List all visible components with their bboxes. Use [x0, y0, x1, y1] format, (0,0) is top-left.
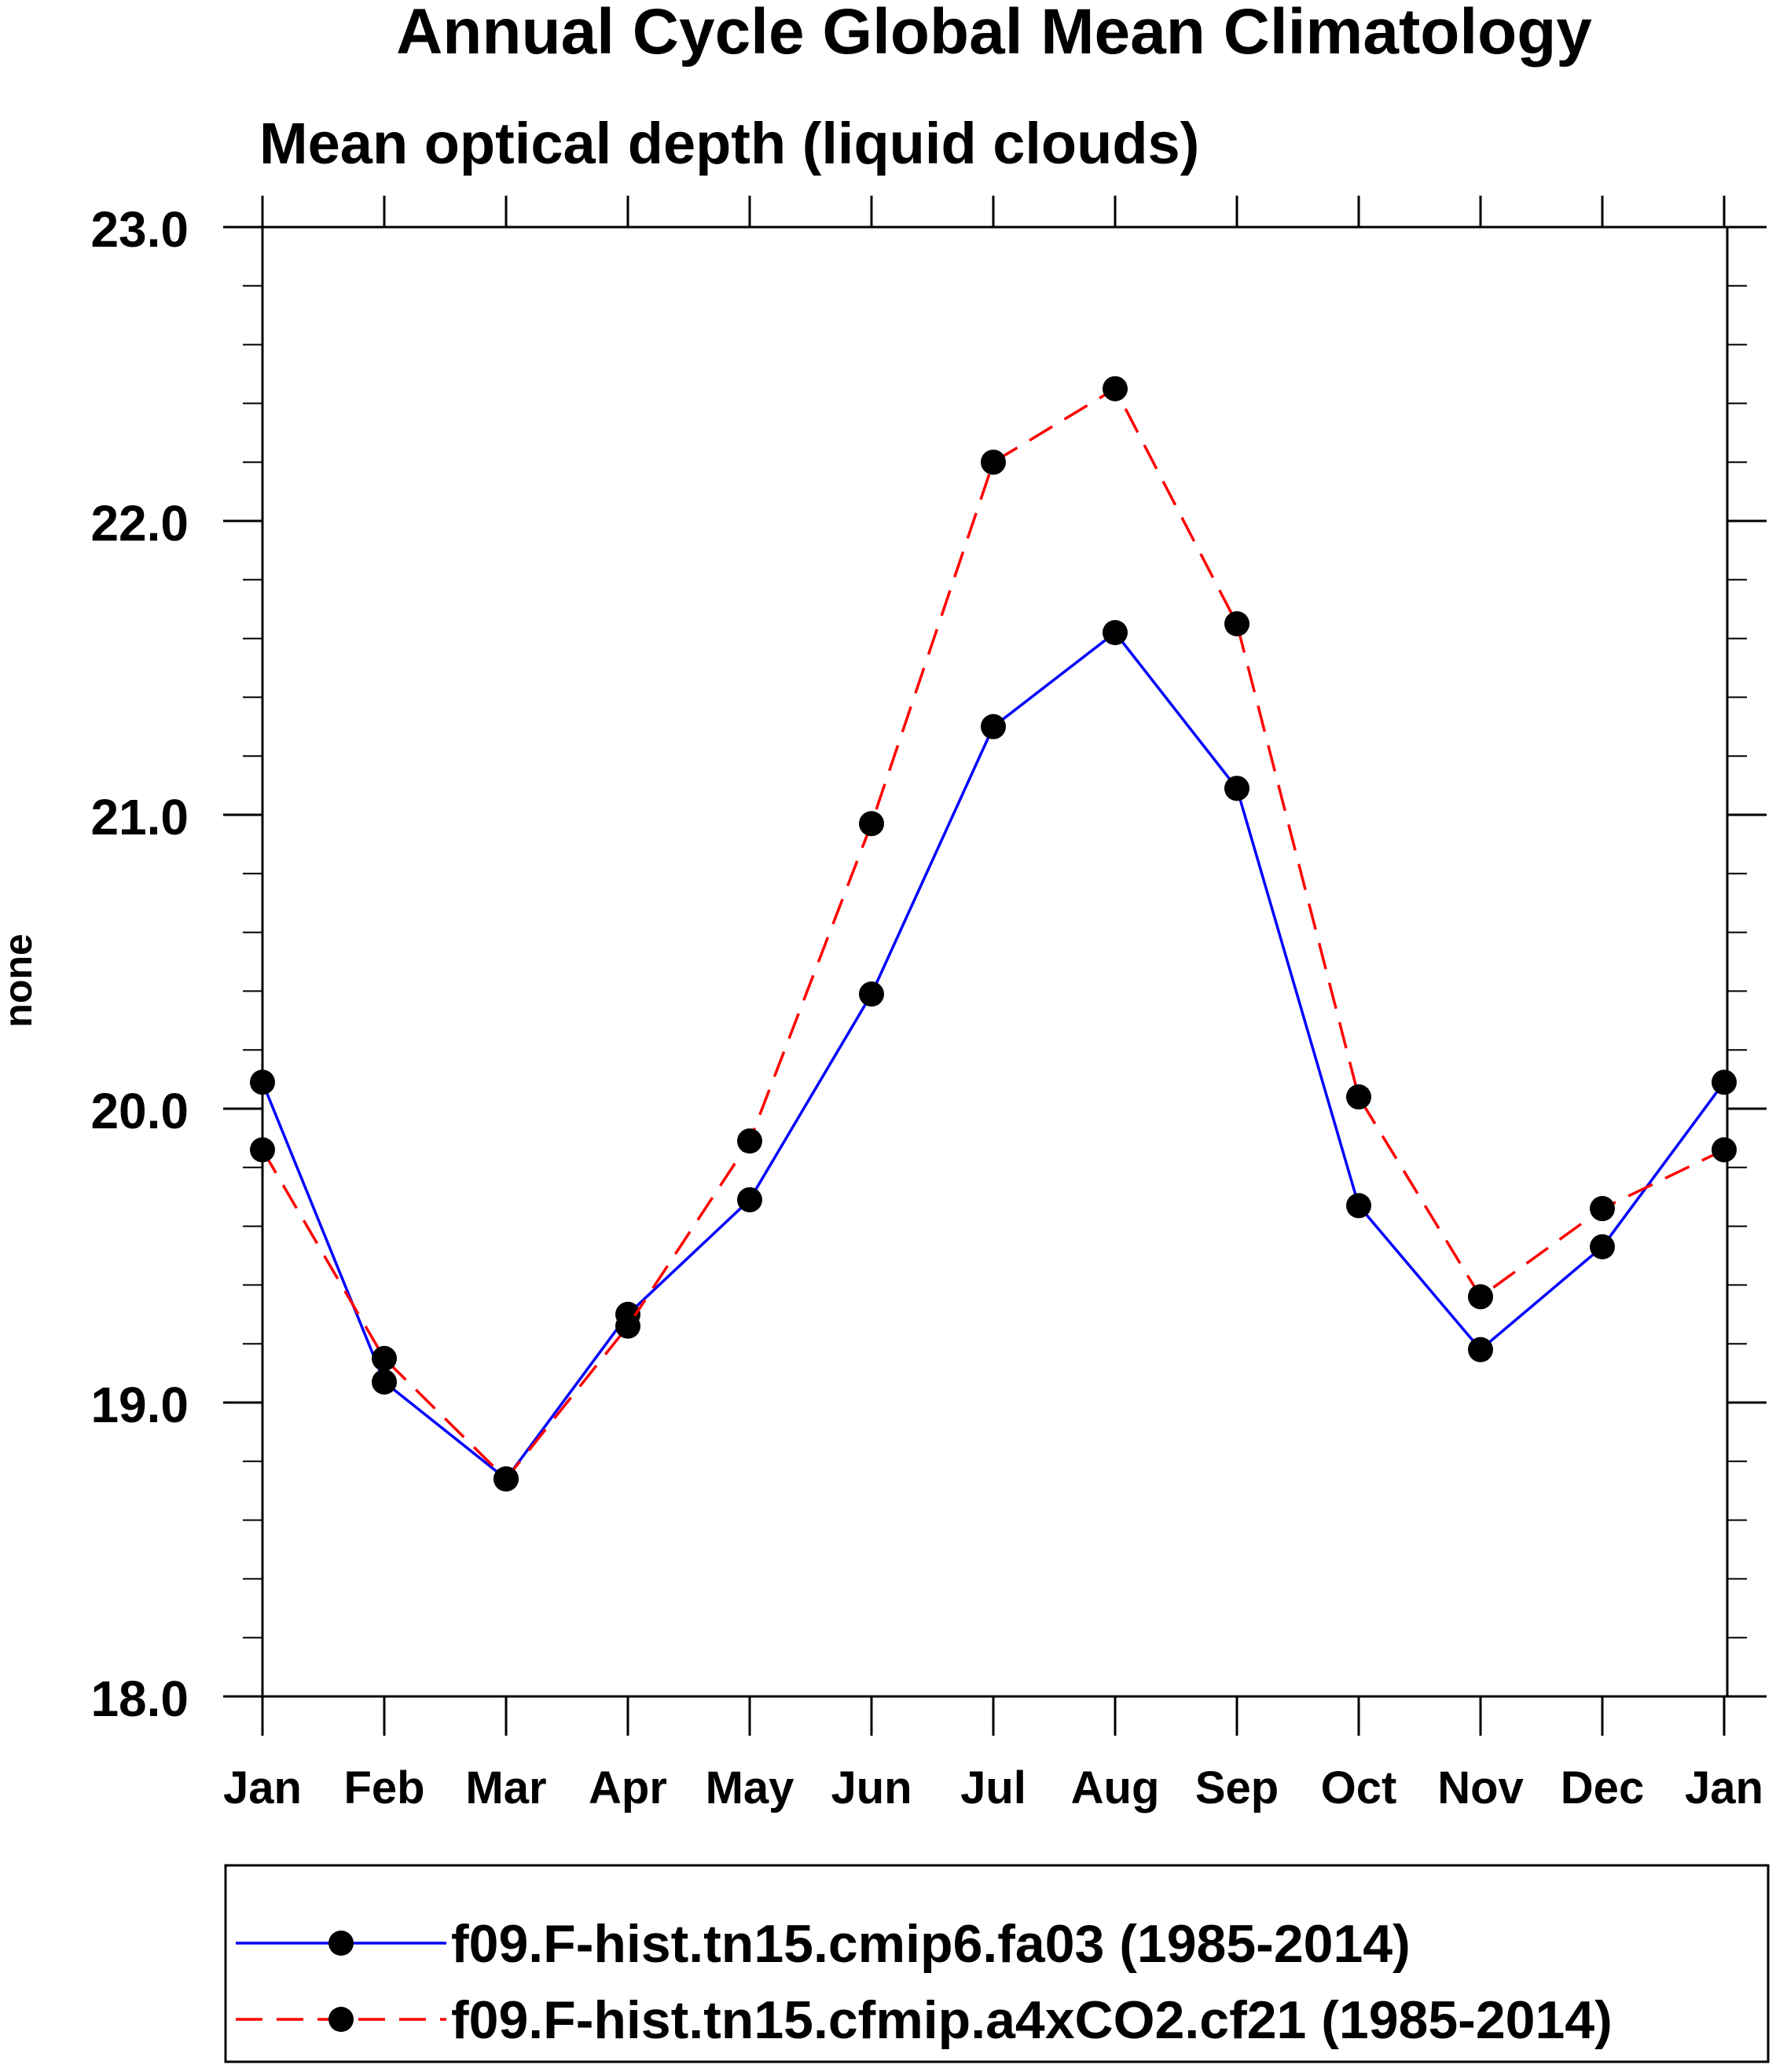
- y-tick-label: 19.0: [90, 1377, 189, 1433]
- data-point: [1590, 1234, 1615, 1260]
- data-point: [981, 449, 1006, 475]
- series-1: [250, 620, 1737, 1492]
- data-point: [1468, 1284, 1493, 1310]
- y-tick-labels: 18.0 19.0 20.0 21.0 22.0 23.0: [90, 201, 189, 1727]
- data-point: [737, 1186, 762, 1212]
- x-tick-label: Jun: [831, 1762, 912, 1813]
- x-tick-label: Feb: [343, 1762, 424, 1813]
- axis-ticks: [223, 196, 1767, 1736]
- x-tick-label: Mar: [465, 1762, 546, 1813]
- data-point: [372, 1369, 397, 1395]
- data-point: [1224, 776, 1249, 801]
- legend-label: f09.F-hist.tn15.cfmip.a4xCO2.cf21 (1985-…: [451, 1990, 1613, 2050]
- chart-title: Annual Cycle Global Mean Climatology: [396, 0, 1592, 68]
- legend-entry: f09.F-hist.tn15.cfmip.a4xCO2.cf21 (1985-…: [236, 1990, 1613, 2050]
- data-point: [859, 981, 884, 1007]
- data-point: [1468, 1337, 1493, 1362]
- x-tick-label: Jan: [1685, 1762, 1763, 1813]
- series-layer: [250, 376, 1737, 1492]
- x-tick-label: Aug: [1071, 1762, 1160, 1813]
- data-point: [615, 1313, 640, 1339]
- legend-marker: [328, 2007, 354, 2032]
- y-axis-label: none: [0, 933, 40, 1027]
- legend-label: f09.F-hist.tn15.cmip6.fa03 (1985-2014): [451, 1914, 1411, 1974]
- y-tick-label: 20.0: [90, 1083, 189, 1139]
- series-line: [261, 630, 1726, 1481]
- y-tick-label: 18.0: [90, 1670, 189, 1727]
- legend-marker: [328, 1931, 354, 1956]
- x-tick-label: Nov: [1437, 1762, 1524, 1813]
- data-point: [1346, 1084, 1371, 1110]
- series-line: [261, 387, 1725, 1481]
- data-point: [1103, 620, 1128, 646]
- series-2: [250, 376, 1737, 1492]
- y-tick-label: 23.0: [90, 201, 189, 258]
- data-point: [1712, 1137, 1737, 1163]
- data-point: [1103, 376, 1128, 402]
- data-point: [372, 1345, 397, 1371]
- data-point: [1712, 1069, 1737, 1095]
- x-tick-label: Oct: [1321, 1762, 1397, 1813]
- data-point: [1224, 611, 1249, 636]
- legend-box: [224, 1864, 1770, 2063]
- data-point: [737, 1128, 762, 1154]
- x-tick-label: Apr: [589, 1762, 667, 1813]
- y-tick-label: 22.0: [90, 495, 189, 552]
- data-point: [494, 1466, 519, 1492]
- legend-entry: f09.F-hist.tn15.cmip6.fa03 (1985-2014): [236, 1914, 1411, 1974]
- data-point: [1346, 1193, 1371, 1219]
- chart-subtitle: Mean optical depth (liquid clouds): [259, 111, 1199, 176]
- x-tick-label: Jan: [223, 1762, 302, 1813]
- x-tick-labels: Jan Feb Mar Apr May Jun Jul Aug Sep Oct Nov Dec Jan: [223, 1762, 1763, 1813]
- x-tick-label: May: [706, 1762, 794, 1813]
- x-tick-label: Sep: [1195, 1762, 1279, 1813]
- x-tick-label: Dec: [1561, 1762, 1644, 1813]
- data-point: [1590, 1196, 1615, 1222]
- data-point: [859, 811, 884, 837]
- legend-entries: f09.F-hist.tn15.cmip6.fa03 (1985-2014) f0…: [236, 1914, 1613, 2050]
- x-tick-label: Jul: [960, 1762, 1026, 1813]
- legend: f09.F-hist.tn15.cmip6.fa03 (1985-2014) f0…: [224, 1864, 1770, 2063]
- plot-frame: [261, 226, 1729, 1698]
- data-point: [981, 713, 1006, 739]
- y-tick-label: 21.0: [90, 789, 189, 845]
